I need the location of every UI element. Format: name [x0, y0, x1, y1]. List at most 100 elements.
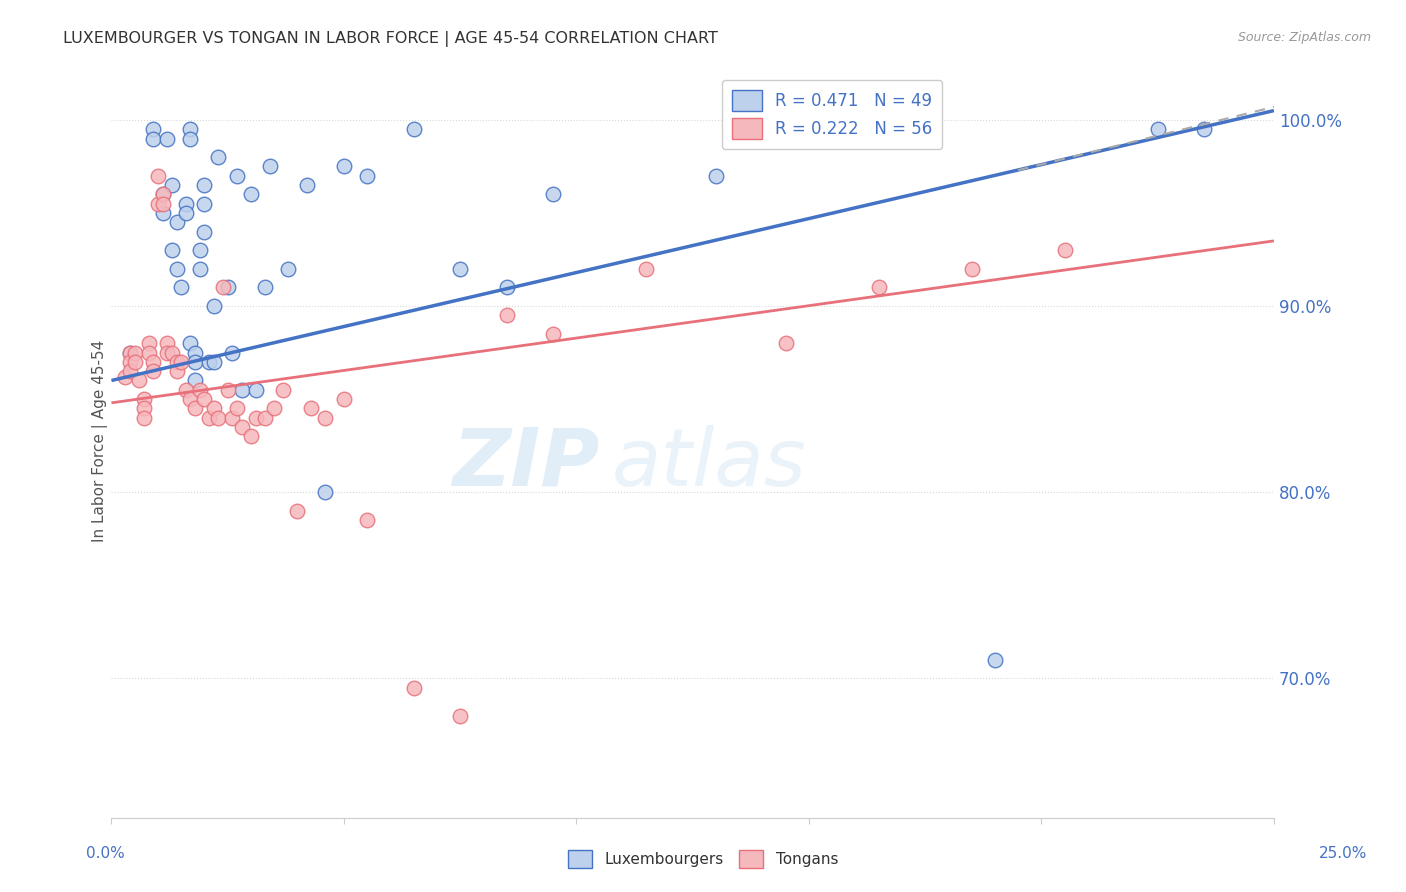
Point	[263, 401, 285, 416]
Point	[1146, 122, 1168, 136]
Point	[402, 681, 425, 695]
Point	[138, 336, 160, 351]
Point	[202, 355, 225, 369]
Point	[128, 374, 150, 388]
Point	[184, 345, 207, 359]
Point	[170, 355, 193, 369]
Point	[166, 364, 188, 378]
Point	[146, 196, 169, 211]
Point	[960, 261, 983, 276]
Point	[118, 364, 141, 378]
Text: LUXEMBOURGER VS TONGAN IN LABOR FORCE | AGE 45-54 CORRELATION CHART: LUXEMBOURGER VS TONGAN IN LABOR FORCE | …	[63, 31, 718, 47]
Point	[166, 215, 188, 229]
Point	[174, 206, 197, 220]
Point	[221, 410, 243, 425]
Point	[152, 187, 174, 202]
Point	[184, 374, 207, 388]
Point	[193, 196, 215, 211]
Point	[156, 131, 179, 145]
Point	[1053, 243, 1076, 257]
Point	[156, 345, 179, 359]
Point	[984, 653, 1007, 667]
Point	[226, 401, 249, 416]
Point	[124, 355, 146, 369]
Point	[152, 206, 174, 220]
Point	[495, 280, 517, 294]
Point	[142, 122, 165, 136]
Point	[202, 299, 225, 313]
Point	[166, 355, 188, 369]
Point	[184, 355, 207, 369]
Point	[179, 336, 201, 351]
Point	[188, 261, 211, 276]
Point	[184, 401, 207, 416]
Point	[207, 410, 229, 425]
Point	[636, 261, 658, 276]
Text: 25.0%: 25.0%	[1319, 847, 1367, 861]
Text: Source: ZipAtlas.com: Source: ZipAtlas.com	[1237, 31, 1371, 45]
Legend: Luxembourgers, Tongans: Luxembourgers, Tongans	[562, 844, 844, 873]
Point	[868, 280, 890, 294]
Point	[152, 187, 174, 202]
Point	[156, 336, 179, 351]
Point	[217, 383, 239, 397]
Text: ZIP: ZIP	[453, 425, 600, 502]
Point	[299, 401, 322, 416]
Point	[239, 187, 262, 202]
Point	[193, 178, 215, 192]
Point	[356, 169, 378, 183]
Point	[152, 196, 174, 211]
Point	[333, 392, 356, 406]
Point	[179, 131, 201, 145]
Point	[231, 420, 253, 434]
Point	[314, 410, 336, 425]
Point	[132, 392, 155, 406]
Point	[221, 345, 243, 359]
Point	[198, 410, 221, 425]
Point	[124, 345, 146, 359]
Point	[277, 261, 299, 276]
Point	[188, 383, 211, 397]
Point	[170, 280, 193, 294]
Point	[253, 410, 276, 425]
Point	[138, 345, 160, 359]
Point	[245, 410, 267, 425]
Point	[142, 355, 165, 369]
Point	[114, 369, 136, 384]
Point	[142, 131, 165, 145]
Point	[160, 178, 183, 192]
Point	[118, 345, 141, 359]
Point	[231, 383, 253, 397]
Point	[193, 392, 215, 406]
Point	[314, 485, 336, 500]
Point	[239, 429, 262, 443]
Point	[495, 309, 517, 323]
Point	[253, 280, 276, 294]
Point	[160, 345, 183, 359]
Point	[174, 383, 197, 397]
Point	[179, 122, 201, 136]
Point	[775, 336, 797, 351]
Text: 0.0%: 0.0%	[86, 847, 125, 861]
Point	[226, 169, 249, 183]
Point	[449, 261, 471, 276]
Point	[179, 392, 201, 406]
Point	[202, 401, 225, 416]
Point	[207, 150, 229, 164]
Point	[160, 243, 183, 257]
Point	[541, 326, 564, 341]
Point	[1192, 122, 1215, 136]
Text: atlas: atlas	[612, 425, 806, 502]
Point	[132, 410, 155, 425]
Point	[295, 178, 318, 192]
Point	[146, 169, 169, 183]
Point	[259, 160, 281, 174]
Point	[704, 169, 727, 183]
Y-axis label: In Labor Force | Age 45-54: In Labor Force | Age 45-54	[93, 340, 108, 542]
Point	[132, 401, 155, 416]
Point	[217, 280, 239, 294]
Point	[142, 364, 165, 378]
Point	[356, 513, 378, 527]
Point	[193, 225, 215, 239]
Point	[273, 383, 295, 397]
